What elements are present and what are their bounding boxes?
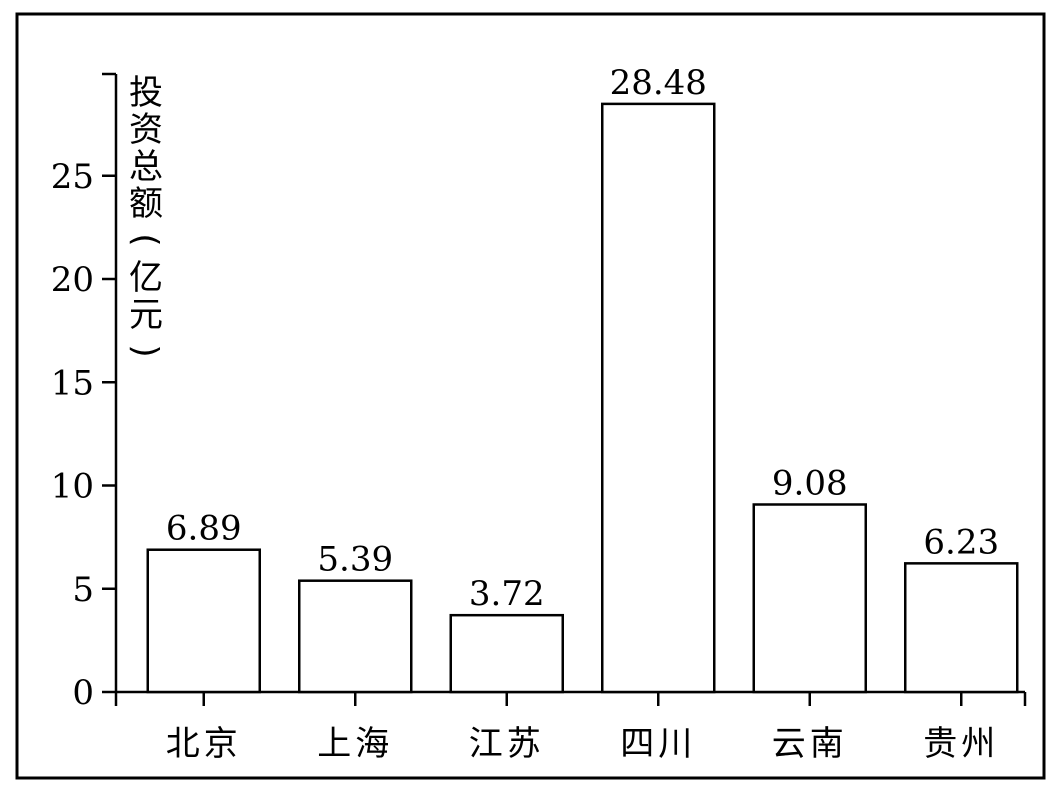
y-tick-label: 15	[51, 363, 94, 403]
y-tick-label: 10	[51, 467, 94, 507]
y-axis-label-char: 亿	[129, 258, 163, 298]
x-ticks: 北京 上海 江苏 四川 云南 贵州	[114, 692, 1027, 764]
bar-2	[449, 613, 564, 694]
y-axis-label-char: (	[125, 233, 165, 246]
data-label: 9.08	[772, 463, 848, 503]
y-axis-label-char: 元	[129, 295, 163, 335]
chart-frame	[15, 12, 1046, 780]
x-tick-label: 云南	[772, 724, 848, 764]
bar-3	[601, 102, 716, 694]
data-label: 6.23	[923, 522, 999, 562]
x-tick-label: 四川	[620, 724, 696, 764]
y-tick-label: 20	[51, 260, 94, 300]
data-label: 5.39	[317, 540, 393, 580]
y-axis-label-char: 投	[129, 73, 163, 113]
bar-0	[146, 548, 261, 694]
y-tick-label: 5	[72, 570, 94, 610]
data-label: 3.72	[469, 574, 545, 614]
bar-1	[298, 579, 413, 694]
bar-4	[752, 503, 867, 694]
y-axis-label-char: 总	[129, 147, 163, 187]
y-axis-label-char: 额	[129, 184, 163, 224]
data-label: 6.89	[166, 509, 242, 549]
y-tick-label: 25	[51, 157, 94, 197]
y-ticks: 0 5 10 15 20 25	[51, 72, 116, 713]
x-tick-label: 贵州	[923, 724, 999, 764]
x-tick-label: 北京	[166, 724, 242, 764]
y-axis-label-char: 资	[129, 110, 163, 150]
bar-5	[904, 562, 1019, 694]
data-label: 28.48	[610, 63, 707, 103]
x-tick-label: 上海	[317, 724, 393, 764]
y-axis-label-char: )	[125, 344, 165, 357]
bars: 6.89 5.39 3.72 28.48 9.08 6.23	[146, 63, 1019, 694]
x-tick-label: 江苏	[469, 724, 545, 764]
y-tick-label: 0	[72, 673, 94, 713]
